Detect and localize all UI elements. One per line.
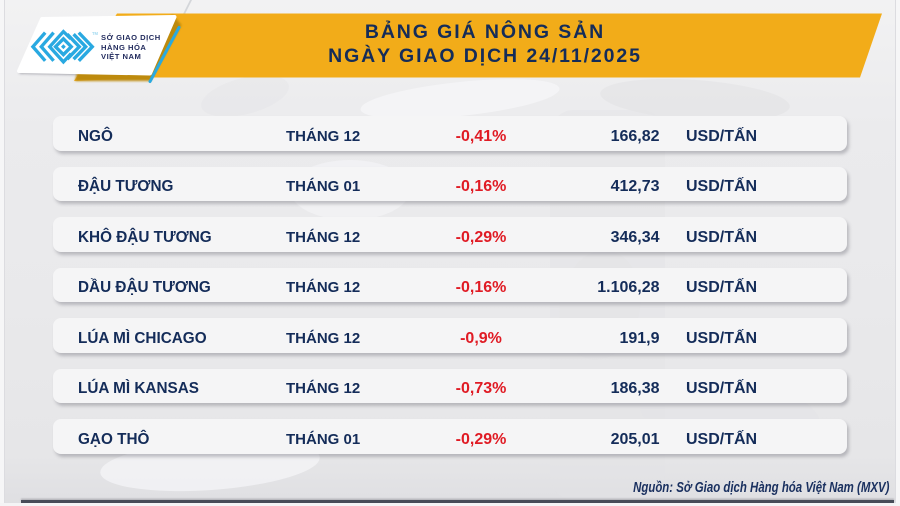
svg-text:TM: TM (92, 31, 99, 36)
